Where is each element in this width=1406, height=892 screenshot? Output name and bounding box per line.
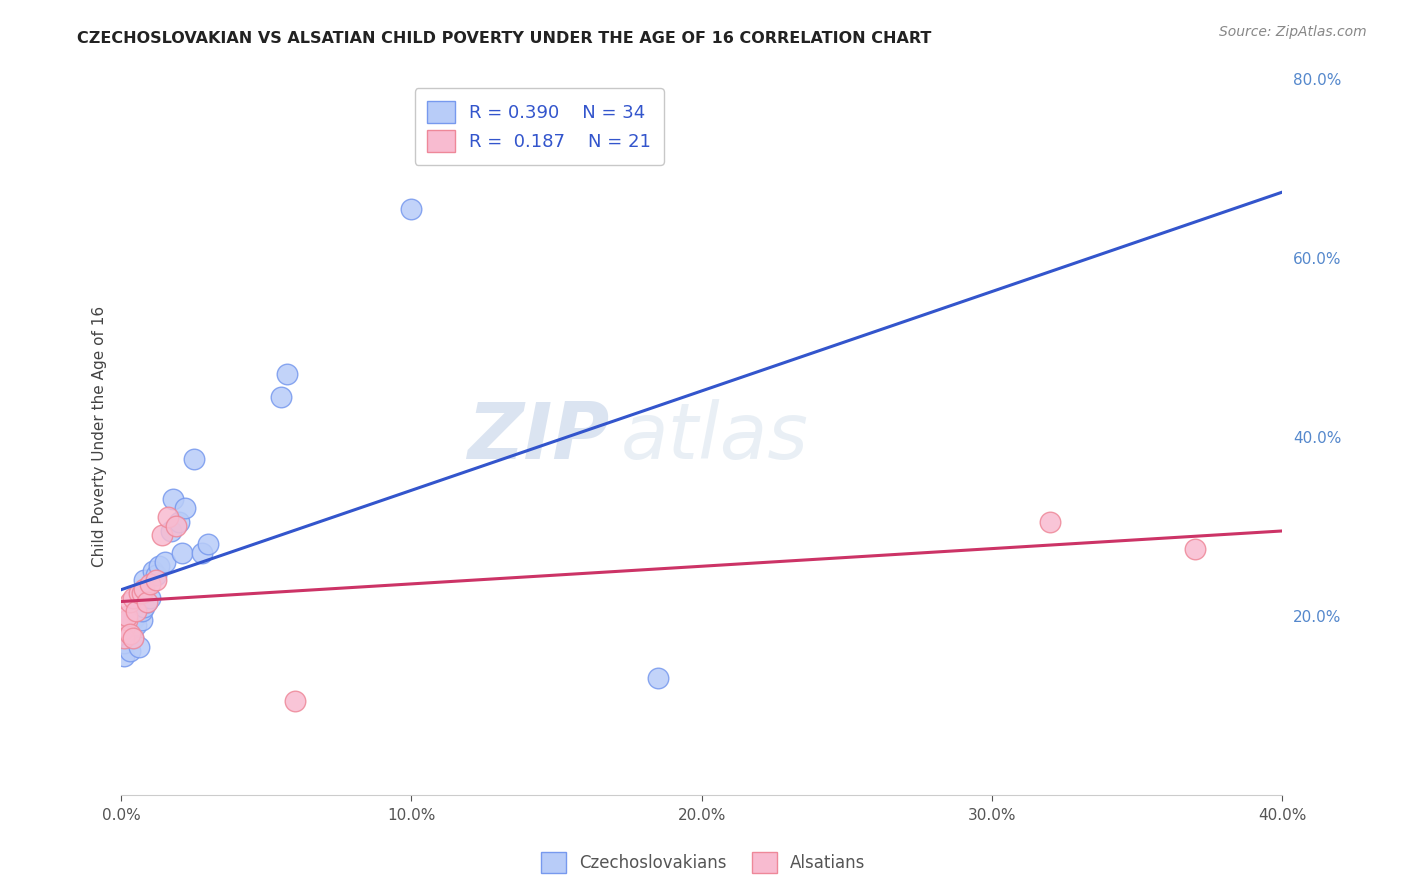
Point <box>128 640 150 654</box>
Point <box>125 608 148 623</box>
Text: atlas: atlas <box>620 399 808 475</box>
Point <box>128 586 150 600</box>
Point <box>118 595 141 609</box>
Point <box>1184 541 1206 556</box>
Point <box>647 671 669 685</box>
Point <box>162 492 184 507</box>
Point <box>112 631 135 645</box>
Point <box>115 622 138 636</box>
Point <box>118 626 141 640</box>
Point <box>145 568 167 582</box>
Point <box>276 367 298 381</box>
Point <box>125 604 148 618</box>
Text: ZIP: ZIP <box>467 399 609 475</box>
Point <box>121 613 143 627</box>
Point <box>115 631 138 645</box>
Point <box>156 510 179 524</box>
Point <box>121 631 143 645</box>
Point <box>191 546 214 560</box>
Legend: R = 0.390    N = 34, R =  0.187    N = 21: R = 0.390 N = 34, R = 0.187 N = 21 <box>415 88 664 164</box>
Point <box>1039 515 1062 529</box>
Text: Source: ZipAtlas.com: Source: ZipAtlas.com <box>1219 25 1367 39</box>
Point <box>172 546 194 560</box>
Point <box>136 595 159 609</box>
Point <box>284 694 307 708</box>
Point <box>153 555 176 569</box>
Point <box>169 515 191 529</box>
Point <box>112 635 135 649</box>
Point <box>270 390 292 404</box>
Point <box>165 519 187 533</box>
Point <box>401 202 423 216</box>
Point <box>115 608 138 623</box>
Point <box>142 564 165 578</box>
Point <box>118 626 141 640</box>
Point <box>174 501 197 516</box>
Point <box>121 591 143 605</box>
Point <box>134 573 156 587</box>
Point <box>136 595 159 609</box>
Point <box>131 613 153 627</box>
Text: CZECHOSLOVAKIAN VS ALSATIAN CHILD POVERTY UNDER THE AGE OF 16 CORRELATION CHART: CZECHOSLOVAKIAN VS ALSATIAN CHILD POVERT… <box>77 31 932 46</box>
Point <box>139 577 162 591</box>
Legend: Czechoslovakians, Alsatians: Czechoslovakians, Alsatians <box>534 846 872 880</box>
Point <box>134 599 156 614</box>
Point <box>139 591 162 605</box>
Point <box>145 573 167 587</box>
Point <box>118 613 141 627</box>
Point <box>118 644 141 658</box>
Point <box>131 586 153 600</box>
Point <box>125 617 148 632</box>
Point <box>115 613 138 627</box>
Point <box>183 452 205 467</box>
Point <box>112 622 135 636</box>
Point <box>112 648 135 663</box>
Point <box>150 528 173 542</box>
Point <box>131 604 153 618</box>
Point <box>148 559 170 574</box>
Point <box>197 537 219 551</box>
Y-axis label: Child Poverty Under the Age of 16: Child Poverty Under the Age of 16 <box>93 306 107 567</box>
Point <box>121 631 143 645</box>
Point <box>159 524 181 538</box>
Point <box>134 582 156 596</box>
